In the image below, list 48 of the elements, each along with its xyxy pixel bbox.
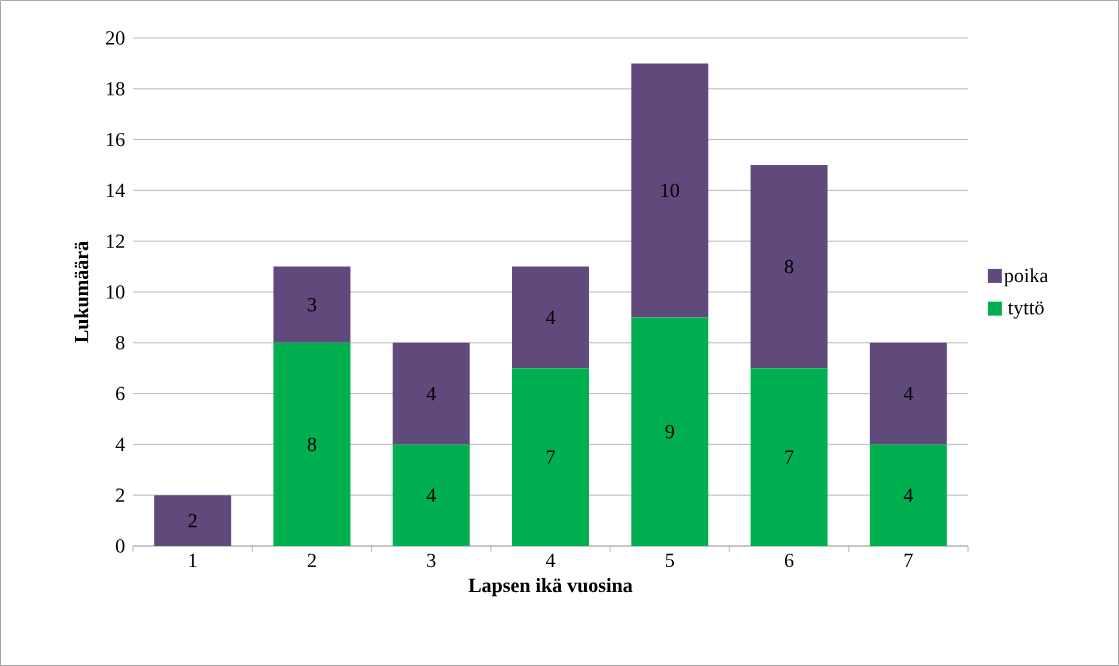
bar — [392, 342, 470, 445]
data-label: 4 — [426, 488, 436, 502]
bar — [869, 444, 947, 546]
y-tick-label: 12 — [106, 234, 125, 248]
bar — [750, 368, 828, 546]
y-tick-label: 6 — [116, 386, 125, 401]
bar — [631, 63, 709, 318]
data-label: 4 — [426, 387, 436, 401]
bar — [512, 368, 589, 546]
y-tick-label: 8 — [115, 336, 125, 350]
x-tick-label: 6 — [784, 553, 794, 568]
y-tick-label: 10 — [106, 285, 125, 299]
y-tick-label: 2 — [116, 488, 125, 502]
bar — [273, 266, 351, 343]
x-axis-title: Lapsen ikä vuosina — [468, 578, 633, 597]
y-tick-label: 0 — [115, 539, 125, 553]
data-label: 4 — [903, 387, 914, 401]
x-tick-label: 5 — [665, 553, 675, 568]
data-label: 7 — [546, 450, 555, 464]
bar — [392, 444, 470, 546]
data-label: 2 — [188, 513, 197, 528]
y-tick-label: 20 — [106, 31, 125, 45]
x-tick-label: 3 — [427, 553, 436, 568]
bar — [631, 317, 709, 546]
x-tick-label: 1 — [189, 553, 197, 567]
y-tick-label: 14 — [106, 183, 125, 197]
data-label: 4 — [903, 488, 914, 502]
data-label: 9 — [665, 424, 674, 439]
data-label: 3 — [307, 297, 317, 312]
y-tick-label: 16 — [106, 132, 125, 147]
x-tick-label: 7 — [904, 553, 913, 567]
bar — [869, 342, 947, 445]
bar — [512, 266, 589, 369]
y-axis-title: Lukumäärä — [74, 241, 89, 343]
bar — [273, 342, 351, 546]
bar — [750, 164, 828, 369]
data-label: 7 — [785, 450, 794, 464]
y-tick-label: 4 — [115, 437, 125, 451]
x-tick-label: 2 — [307, 553, 316, 568]
legend-label: poika — [1004, 268, 1049, 287]
data-label: 8 — [784, 259, 794, 274]
x-tick-label: 4 — [545, 553, 556, 567]
legend-label: tyttö — [1007, 301, 1044, 319]
data-label: 10 — [661, 183, 680, 198]
bar — [154, 495, 232, 546]
data-label: 8 — [307, 437, 317, 452]
y-tick-label: 18 — [106, 82, 125, 96]
data-label: 4 — [545, 310, 556, 324]
